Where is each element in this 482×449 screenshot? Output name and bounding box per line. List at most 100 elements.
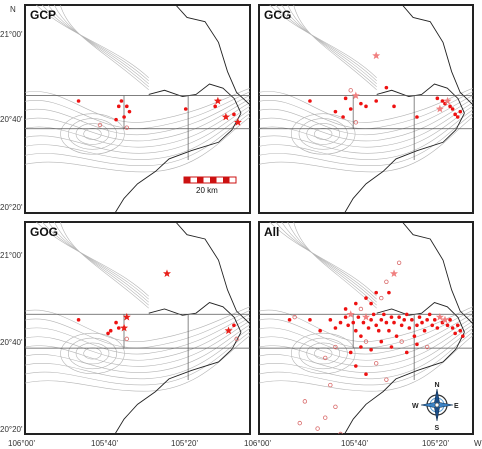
sighting-ring: [353, 120, 359, 125]
sighting-dot: [369, 318, 373, 322]
map-panel-gcg: GCG: [258, 4, 474, 214]
sighting-ring: [292, 314, 297, 320]
sighting-dot: [76, 318, 81, 322]
sighting-ring: [333, 344, 338, 350]
sighting-dot: [119, 99, 124, 103]
sighting-dot: [407, 326, 412, 330]
sighting-dot: [420, 320, 424, 325]
sighting-dot: [108, 328, 113, 333]
lon-label-106: 106°00': [8, 439, 35, 448]
lat-label-top-2020: 20°20': [0, 203, 23, 212]
sighting-dot: [346, 323, 350, 328]
sighting-dot: [76, 99, 81, 103]
sighting-dot: [387, 328, 391, 333]
sighting-dot: [371, 312, 376, 317]
lat-label-bottom-2020: 20°20': [0, 425, 23, 434]
west-hemisphere-label: W: [474, 439, 482, 448]
sighting-dot: [183, 107, 188, 111]
panel-frame: [258, 221, 474, 435]
sighting-dot: [341, 115, 345, 119]
panel-title: GOG: [30, 225, 58, 239]
coastline-north: [402, 5, 473, 106]
sighting-dot: [114, 117, 118, 122]
sighting-dot: [389, 315, 394, 319]
compass-s: S: [435, 425, 440, 432]
sighting-dot: [458, 109, 463, 114]
sighting-dot: [399, 323, 404, 328]
compass-w: W: [412, 403, 419, 410]
sighting-dot: [343, 315, 348, 319]
sighting-dot: [440, 99, 445, 103]
coastline-south: [114, 112, 242, 213]
sighting-dot: [453, 331, 457, 336]
sighting-dot: [116, 326, 121, 330]
panel-title: GCP: [30, 8, 56, 22]
sighting-dot: [448, 318, 452, 322]
sighting-dot: [402, 318, 407, 322]
sighting-dot: [412, 334, 417, 338]
sighting-ring: [373, 361, 379, 366]
sighting-dot: [455, 115, 460, 119]
sighting-star-icon: [435, 104, 444, 113]
sighting-dot: [430, 323, 435, 328]
sighting-star-icon: [362, 312, 370, 321]
sighting-dot: [374, 290, 378, 295]
sighting-dot: [384, 85, 389, 90]
sighting-dot: [333, 326, 338, 330]
bathymetry-contours: [25, 222, 250, 392]
sighting-points: [308, 51, 463, 125]
sighting-dot: [122, 115, 126, 119]
sighting-dot: [432, 318, 437, 322]
sighting-dot: [410, 318, 414, 322]
panel-frame: [258, 4, 474, 214]
sighting-dot: [359, 345, 363, 349]
sighting-star-icon: [224, 326, 233, 335]
sighting-dot: [453, 112, 457, 117]
sighting-dot: [415, 342, 419, 347]
sighting-dot: [455, 323, 460, 328]
sighting-star-icon: [120, 323, 129, 332]
coastline-north: [175, 5, 250, 106]
scale-bar-label: 20 km: [196, 186, 218, 195]
sighting-dot: [343, 96, 348, 101]
sighting-ring: [333, 404, 338, 410]
map-panel-gcp: GCP: [24, 4, 251, 214]
survey-grid: [25, 95, 250, 160]
sighting-dot: [445, 323, 450, 328]
sighting-dot: [415, 323, 419, 328]
sighting-dot: [354, 364, 358, 368]
sighting-dot: [435, 96, 440, 101]
sighting-dot: [364, 104, 368, 109]
sighting-dot: [379, 339, 384, 344]
sighting-dot: [124, 104, 129, 109]
sighting-dot: [351, 320, 356, 325]
bathymetry-contours: [259, 222, 473, 392]
lat-label-top-2040: 20°40': [0, 115, 23, 124]
sighting-star-icon: [441, 315, 449, 324]
lon-label-10520-right: 105°20': [422, 439, 449, 448]
lat-label-bottom-2100: 21°00': [0, 251, 23, 260]
lon-label-10540-right: 105°40': [341, 439, 368, 448]
sighting-ring: [124, 125, 129, 130]
sighting-ring: [315, 426, 320, 431]
sighting-dot: [338, 320, 343, 325]
sighting-dot: [384, 320, 389, 325]
sighting-dot: [328, 318, 333, 322]
sighting-star-icon: [372, 51, 381, 60]
sighting-ring: [363, 339, 369, 344]
sighting-dot: [354, 328, 358, 333]
panel-title: GCG: [264, 8, 291, 22]
sighting-star-icon: [390, 269, 398, 277]
lon-label-10520: 105°20': [171, 439, 198, 448]
sighting-dot: [114, 320, 118, 325]
sighting-ring: [328, 382, 333, 388]
sighting-star-icon: [346, 310, 355, 318]
sighting-dot: [348, 107, 353, 111]
sighting-dot: [392, 104, 396, 109]
sighting-dot: [106, 331, 110, 336]
sighting-star-icon: [443, 96, 452, 105]
sighting-dot: [287, 318, 292, 322]
sighting-dot: [382, 312, 386, 317]
sighting-star-icon: [213, 96, 222, 105]
sighting-dot: [333, 109, 338, 114]
